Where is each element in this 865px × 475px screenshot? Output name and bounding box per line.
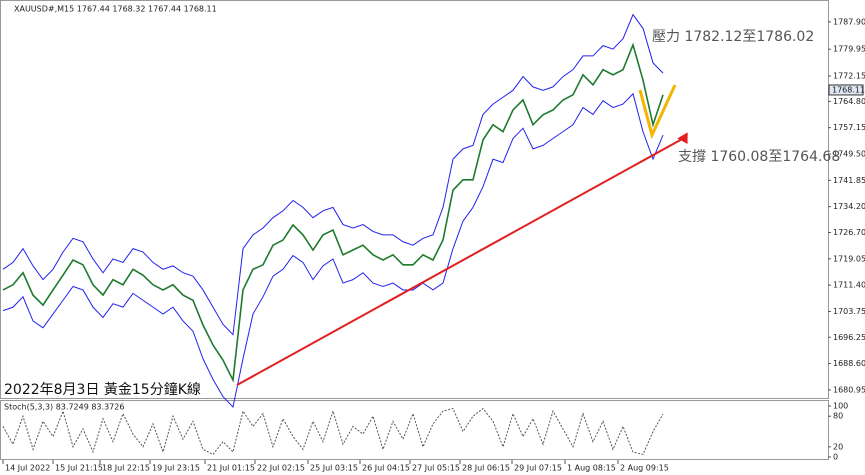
price-tag (828, 84, 864, 96)
y-tick-label: 1741.85 (833, 176, 865, 185)
y-tick-label: 1719.05 (833, 254, 865, 263)
x-tick-label: 26 Jul 04:15 (362, 464, 410, 473)
support-arrow (236, 137, 685, 386)
stoch-panel (0, 400, 829, 460)
y-tick-label: 1688.60 (833, 359, 865, 368)
y-tick-label: 1680.95 (833, 385, 865, 394)
x-tick-label: 2 Aug 09:15 (620, 464, 669, 473)
series-line (2, 13, 664, 336)
x-tick-label: 15 Jul 21:15 (55, 464, 103, 473)
y-tick-label: 100 (833, 402, 848, 411)
x-tick-label: 22 Jul 02:15 (257, 464, 305, 473)
stoch-title: Stoch(5,3,3) 83.7249 83.3726 (4, 403, 124, 412)
x-tick-label: 29 Jul 07:15 (514, 464, 562, 473)
v-mark (638, 84, 677, 140)
plot-area: 1787.90 1779.95 1772.15 1764.80 1757.15 1749.… (2, 13, 865, 473)
x-tick-label: 27 Jul 05:15 (412, 464, 460, 473)
y-tick-label: 20 (833, 442, 843, 451)
x-tick-label: 1 Aug 08:15 (567, 464, 616, 473)
price-tag-label: 1768.11 (832, 85, 865, 94)
series-line (2, 92, 664, 408)
y-tick-label: 1779.95 (833, 45, 865, 54)
x-tick-label: 25 Jul 03:15 (310, 464, 358, 473)
x-tick-label: 21 Jul 01:15 (207, 464, 255, 473)
y-tick-label: 1711.40 (833, 281, 865, 290)
y-tick-label: 0 (833, 452, 838, 461)
x-tick-label: 19 Jul 23:15 (152, 464, 200, 473)
y-tick-label: 1726.70 (833, 228, 865, 237)
y-tick-label: 1757.15 (833, 123, 865, 132)
y-tick-label: 1749.50 (833, 150, 865, 159)
y-tick-label: 1734.20 (833, 202, 865, 211)
arrow-head (677, 132, 688, 145)
main-panel (0, 0, 829, 399)
y-tick-label: 1787.90 (833, 17, 865, 26)
x-tick-label: 28 Jul 06:15 (462, 464, 510, 473)
x-tick-label: 18 Jul 22:15 (102, 464, 150, 473)
header: XAUUSD#,M15 1767.44 1768.32 1767.44 1768… (14, 5, 217, 14)
y-tick-label: 1772.15 (833, 72, 865, 81)
y-tick-label: 80 (833, 412, 843, 421)
series-line (2, 407, 664, 456)
y-tick-label: 1696.25 (833, 333, 865, 342)
y-tick-label: 1764.80 (833, 97, 865, 106)
support-note: 支撐 1760.08至1764.68 (678, 149, 840, 165)
series-line (2, 42, 664, 383)
chart-caption: 2022年8月3日 黃金15分鐘K線 (4, 381, 201, 398)
resistance-note: 壓力 1782.12至1786.02 (652, 29, 814, 45)
x-tick-label: 14 Jul 2022 (5, 464, 50, 473)
y-tick-label: 1703.75 (833, 307, 865, 316)
